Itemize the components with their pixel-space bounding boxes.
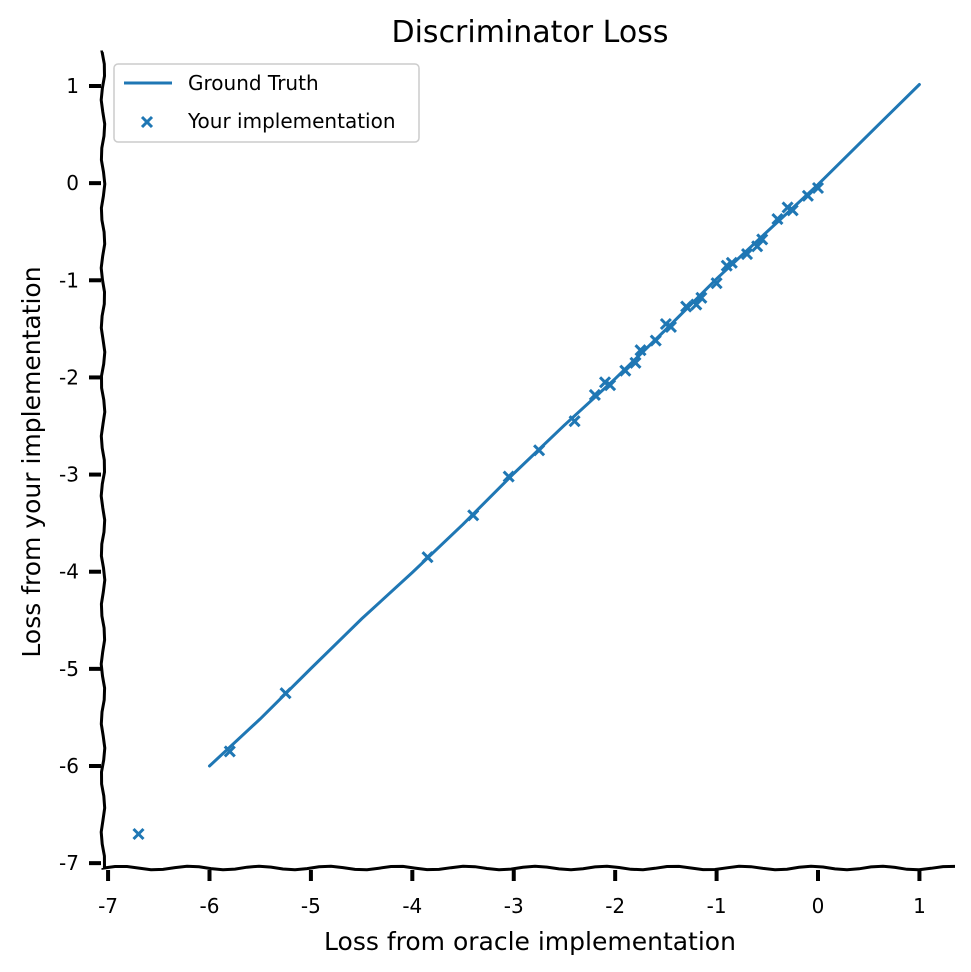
y-axis-ticks: -7 -6 -5 -4 -3 -2 -1 0 1 (59, 74, 101, 875)
implementation-point (588, 388, 601, 401)
y-tick-label: 1 (66, 74, 79, 98)
implementation-point (740, 247, 754, 261)
implementation-point (421, 551, 434, 564)
x-tick-label: -2 (605, 894, 625, 918)
x-tick-label: -1 (707, 894, 727, 918)
x-axis-line (101, 864, 956, 872)
y-tick-label: -2 (59, 365, 79, 389)
implementation-point (720, 259, 733, 272)
implementation-point (629, 356, 642, 369)
y-axis-label: Loss from your implementation (17, 266, 46, 657)
x-tick-label: 1 (913, 894, 926, 918)
plot-area (132, 83, 921, 841)
implementation-point (132, 827, 145, 841)
x-tick-label: 0 (812, 894, 825, 918)
y-tick-label: -7 (59, 851, 79, 875)
implementation-point (680, 300, 693, 313)
legend-frame (113, 63, 420, 143)
implementation-point (781, 201, 794, 214)
implementation-point (619, 364, 632, 377)
implementation-point (223, 745, 236, 758)
x-tick-label: -4 (402, 894, 422, 918)
x-tick-label: -7 (98, 894, 118, 918)
implementation-point (751, 240, 764, 253)
implementation-point (502, 470, 515, 483)
y-tick-label: -3 (59, 463, 79, 487)
implementation-point (634, 344, 647, 357)
implementation-point (649, 334, 662, 347)
implementation-point (710, 277, 723, 290)
y-tick-label: -5 (59, 657, 79, 681)
implementation-point (568, 415, 581, 428)
implementation-point (467, 509, 480, 522)
implementation-point (279, 687, 292, 700)
legend: Ground Truth Your implementation (113, 63, 420, 143)
legend-label-ground-truth: Ground Truth (188, 71, 319, 95)
x-tick-label: -5 (301, 894, 321, 918)
implementation-point (533, 444, 546, 457)
implementation-point (598, 376, 612, 389)
implementation-point (771, 213, 784, 226)
y-tick-label: 0 (66, 171, 79, 195)
y-axis-line (99, 50, 107, 869)
y-tick-label: -4 (59, 560, 79, 584)
ground-truth-line (208, 83, 921, 768)
implementation-point (801, 189, 814, 202)
x-axis-label: Loss from oracle implementation (324, 927, 736, 956)
implementation-point (690, 298, 703, 311)
legend-label-your-implementation: Your implementation (187, 109, 396, 133)
x-tick-label: -6 (200, 894, 220, 918)
implementation-point (659, 317, 672, 331)
y-tick-label: -6 (59, 754, 79, 778)
y-tick-label: -1 (59, 268, 79, 292)
x-tick-label: -3 (504, 894, 524, 918)
legend-marker-swatch (140, 115, 154, 129)
chart-title: Discriminator Loss (392, 15, 669, 50)
x-axis-ticks: -7 -6 -5 -4 -3 -2 -1 0 1 (98, 870, 926, 918)
implementation-point (811, 181, 825, 195)
